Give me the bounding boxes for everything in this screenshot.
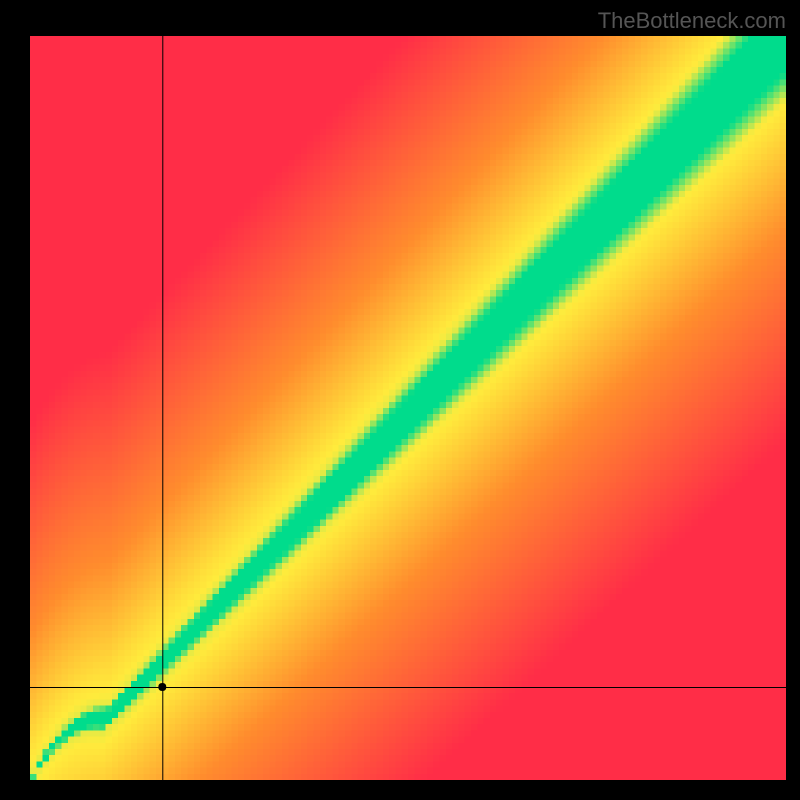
bottleneck-chart-container: TheBottleneck.com: [0, 0, 800, 800]
watermark-text: TheBottleneck.com: [598, 8, 786, 34]
crosshair-overlay: [0, 0, 800, 800]
